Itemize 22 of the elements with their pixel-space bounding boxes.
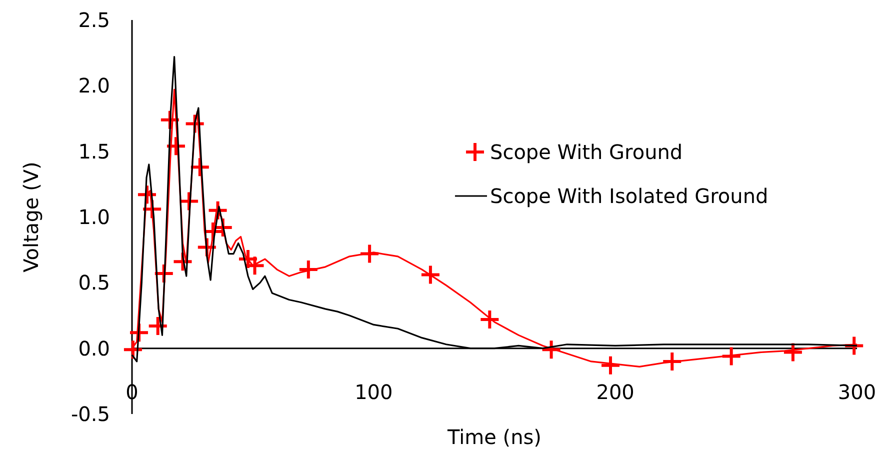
- y-tick-label: 2.0: [78, 74, 110, 98]
- y-tick-label: 1.0: [78, 205, 110, 229]
- y-tick-label: 0.0: [78, 336, 110, 360]
- x-tick-label: 200: [596, 380, 634, 404]
- point: [600, 354, 621, 376]
- point: [662, 350, 683, 372]
- x-tick-label: 100: [354, 380, 393, 404]
- point: [540, 339, 562, 360]
- point: [420, 264, 441, 286]
- x-tick-label: 300: [838, 380, 876, 404]
- legend-label: Scope With Ground: [490, 140, 683, 164]
- y-tick-label: 2.5: [78, 8, 110, 32]
- x-axis-title: Time (ns): [446, 425, 542, 449]
- point: [479, 308, 500, 330]
- point: [720, 346, 742, 367]
- point: [359, 243, 380, 264]
- y-tick-label: 1.5: [78, 139, 110, 164]
- y-axis-title: Voltage (V): [19, 162, 43, 272]
- point: [298, 259, 319, 280]
- y-tick-label: 0.5: [78, 270, 110, 295]
- y-tick-label: -0.5: [70, 402, 110, 426]
- legend-label: Scope With Isolated Ground: [490, 184, 768, 208]
